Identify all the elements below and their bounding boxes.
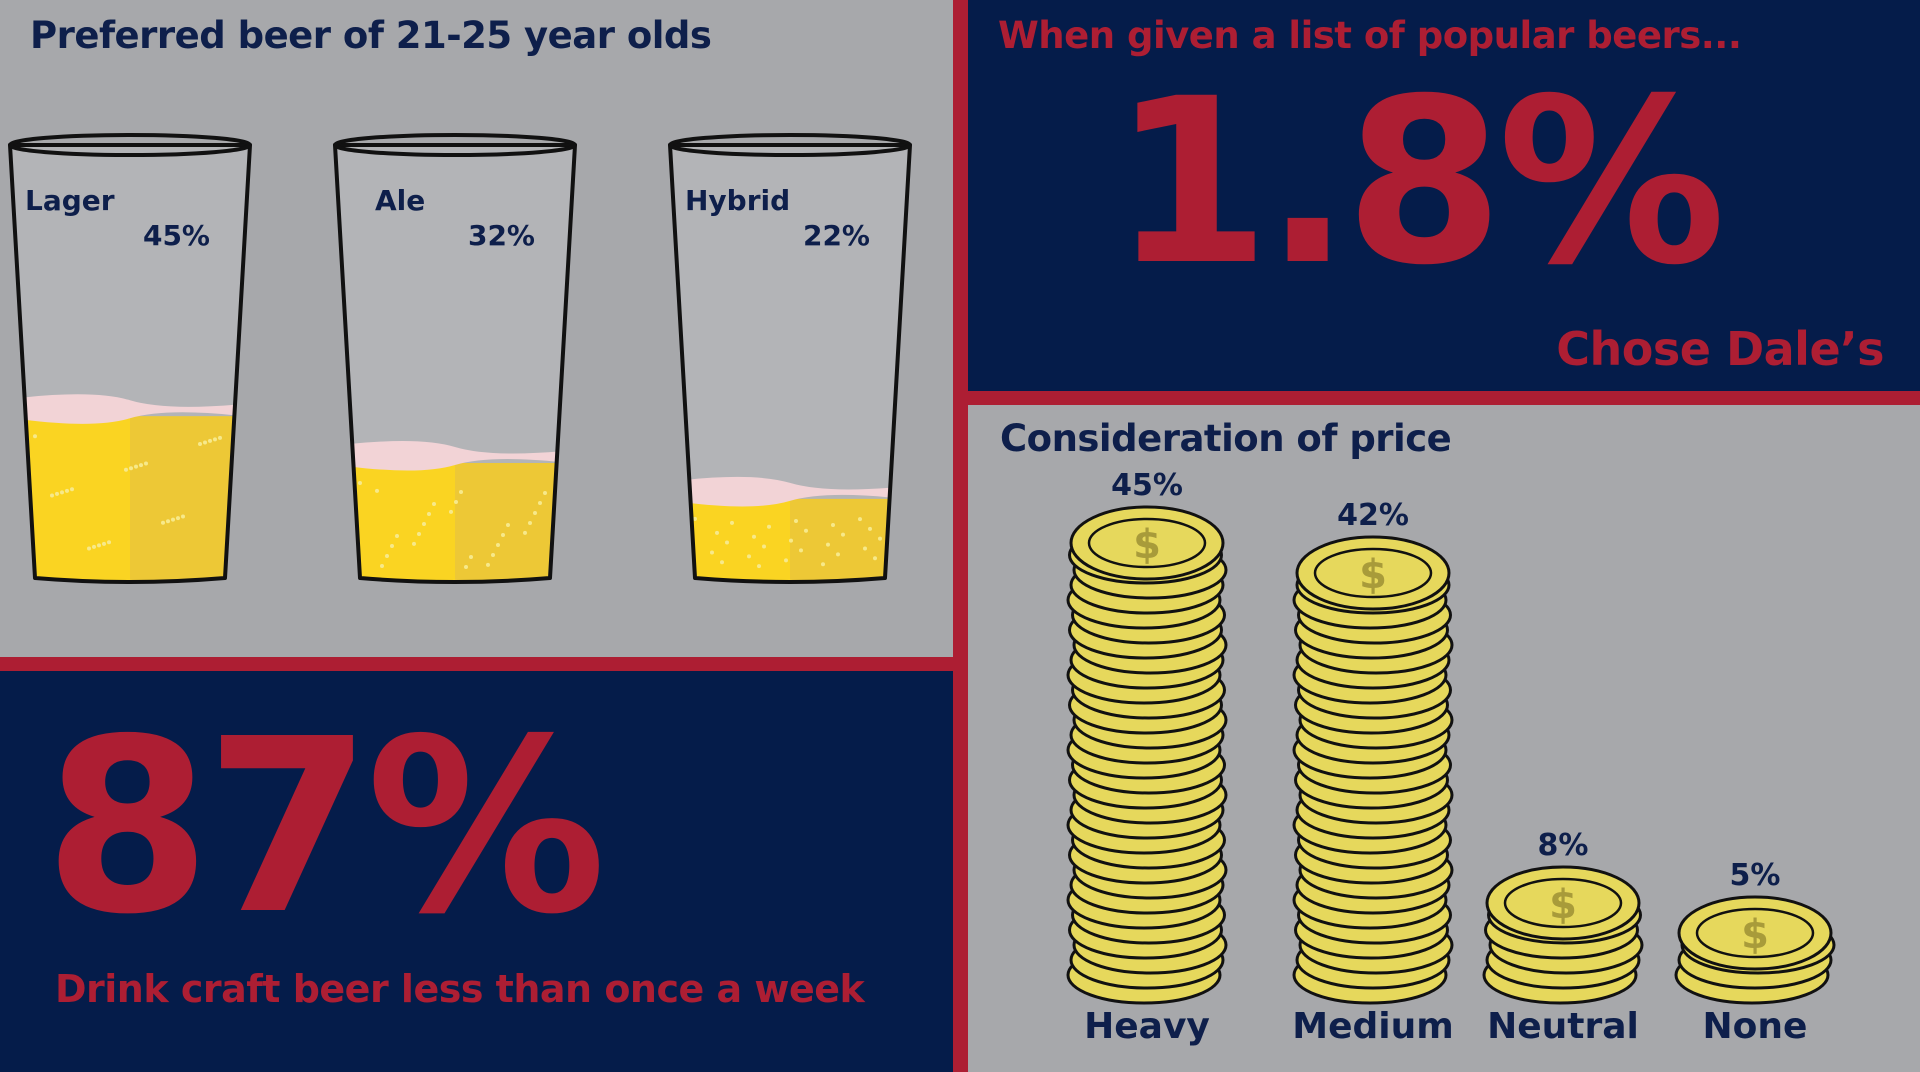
price-consideration-panel: $45% Heavy $42% Medium $8% Neutral $5% None Con… (968, 405, 1920, 1072)
beer-glass-hybrid (668, 133, 912, 584)
glass-category-label: Lager (25, 184, 115, 217)
glass-category-label: Hybrid (685, 184, 790, 217)
coin-value-label: 42% (1337, 498, 1409, 533)
coin-category-label: Heavy (1084, 1006, 1210, 1047)
coin-category-label: None (1703, 1006, 1808, 1047)
beer-glass-lager (8, 133, 252, 584)
glass-category-label: Ale (375, 184, 425, 217)
coin-stack-none: $ (1674, 895, 1836, 1005)
craft-big-percentage: 87% (44, 687, 606, 967)
beer-glasses-chart: Lager 45% Ale 32% Hybrid 22% (8, 133, 912, 584)
craft-caption: Drink craft beer less than once a week (55, 967, 865, 1011)
price-chart-title: Consideration of price (1000, 417, 1452, 460)
coin-value-label: 45% (1111, 468, 1183, 503)
dales-stat-panel: When given a list of popular beers... 1.… (968, 0, 1920, 391)
coin-stacks-chart: $45% Heavy $42% Medium $8% Neutral $5% None (1066, 468, 1836, 1047)
dales-big-percentage: 1.8% (1111, 49, 1726, 315)
coin-category-label: Neutral (1487, 1006, 1639, 1047)
glass-value-label: 45% (143, 219, 210, 252)
dollar-icon: $ (1741, 912, 1769, 958)
glass-value-label: 32% (468, 219, 535, 252)
glasses-chart-title: Preferred beer of 21-25 year olds (30, 14, 712, 57)
craft-stat-panel: 87% Drink craft beer less than once a we… (0, 671, 953, 1072)
coin-value-label: 5% (1730, 858, 1781, 893)
dollar-icon: $ (1133, 522, 1161, 568)
coin-stack-neutral: $ (1482, 865, 1644, 1005)
dales-intro-text: When given a list of popular beers... (998, 14, 1742, 57)
coin-value-label: 8% (1538, 828, 1589, 863)
beer-glass-ale (333, 133, 577, 584)
dales-caption: Chose Dale’s (1556, 322, 1884, 376)
dollar-icon: $ (1359, 552, 1387, 598)
coin-stack-medium: $ (1292, 535, 1454, 1005)
coin-stack-heavy: $ (1066, 505, 1228, 1005)
beer-preference-panel: Lager 45% Ale 32% Hybrid 22% Preferred beer o… (0, 0, 953, 657)
glass-value-label: 22% (803, 219, 870, 252)
coin-category-label: Medium (1292, 1006, 1454, 1047)
dollar-icon: $ (1549, 882, 1577, 928)
